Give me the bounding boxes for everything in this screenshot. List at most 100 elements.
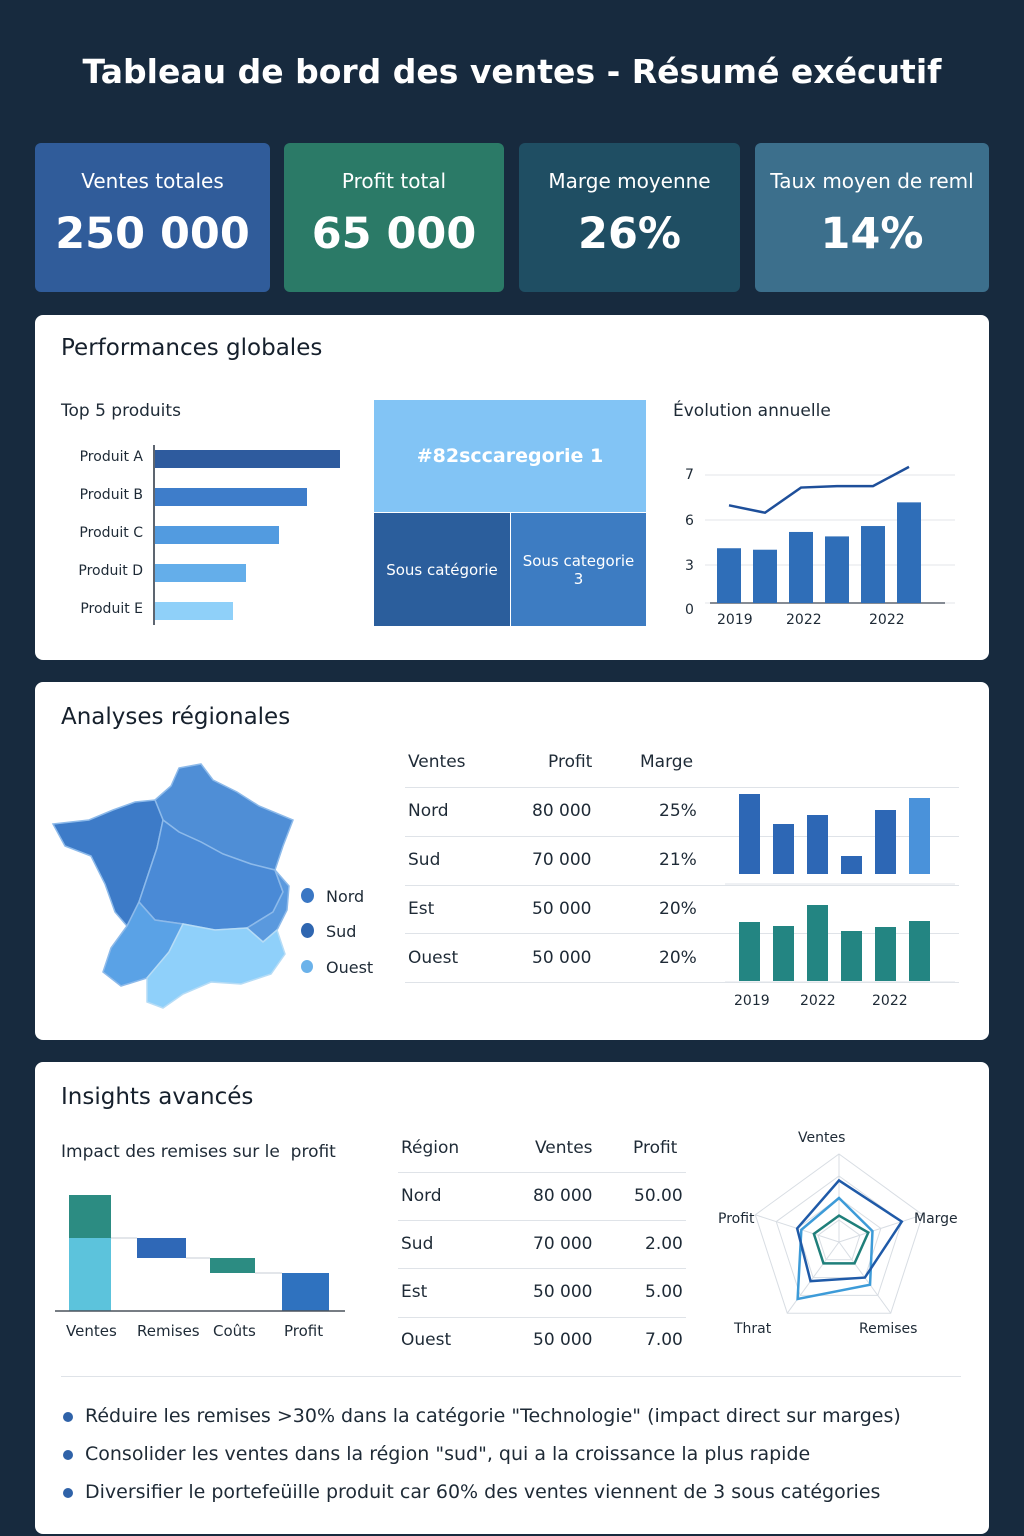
- top5-bar-label: Produit C: [79, 525, 143, 541]
- table-divider: [398, 1220, 686, 1221]
- x-tick: 2022: [800, 993, 836, 1009]
- table-divider: [405, 787, 959, 788]
- y-tick: 7: [685, 467, 694, 483]
- table-cell-profit: 50.00: [634, 1186, 683, 1206]
- waterfall-x-label: Ventes: [66, 1322, 117, 1340]
- radar-series: [812, 1214, 870, 1265]
- radar-axis-label: Marge: [914, 1211, 958, 1227]
- table-header: Région: [401, 1138, 460, 1158]
- panel-title: Performances globales: [61, 335, 323, 361]
- table-divider: [405, 982, 959, 983]
- table-header: Profit: [633, 1138, 678, 1158]
- waterfall-bar-ventes: [69, 1238, 111, 1311]
- regional-bar-bottom: [773, 926, 794, 981]
- regional-bar-bottom: [909, 921, 930, 981]
- radar-grid: [817, 1219, 861, 1261]
- regional-mini-bar-charts: [725, 794, 955, 983]
- radar-axis-label: Ventes: [798, 1130, 846, 1146]
- panel-title: Insights avancés: [61, 1084, 254, 1110]
- table-cell-profit: 2.00: [645, 1234, 683, 1254]
- kpi-card-average-discount: Taux moyen de reml 14%: [755, 143, 989, 292]
- waterfall-x-label: Profit: [284, 1322, 324, 1340]
- top5-bar-label: Produit D: [78, 563, 143, 579]
- regional-bar-bottom: [841, 931, 862, 981]
- dashboard-title: Tableau de bord des ventes - Résumé exéc…: [82, 52, 942, 91]
- regional-bar-top: [773, 824, 794, 874]
- evolution-bar: [789, 531, 813, 603]
- table-divider: [398, 1268, 686, 1269]
- section-divider: [61, 1376, 961, 1377]
- table-divider: [405, 933, 959, 934]
- top5-axis: [153, 445, 155, 625]
- top5-bar[interactable]: [155, 450, 340, 468]
- table-header: Ventes: [408, 752, 466, 772]
- table-divider: [398, 1317, 686, 1318]
- table-cell-marge: 20%: [659, 948, 697, 968]
- regional-bar-bottom: [875, 927, 896, 981]
- table-cell-marge: 25%: [659, 801, 697, 821]
- regional-bar-top: [739, 794, 760, 874]
- table-cell-region: Nord: [401, 1186, 442, 1206]
- table-divider: [405, 836, 959, 837]
- treemap-subcategory-3[interactable]: Sous categorie 3: [511, 513, 646, 626]
- x-tick: 2022: [872, 993, 908, 1009]
- waterfall-bar-ventes-top: [69, 1195, 111, 1238]
- radar-chart: [754, 1153, 924, 1314]
- waterfall-bar-couts: [210, 1258, 255, 1273]
- kpi-card-total-profit: Profit total 65 000: [284, 143, 504, 292]
- evolution-bar: [717, 548, 741, 603]
- table-header: Ventes: [535, 1138, 593, 1158]
- radar-grid: [754, 1153, 924, 1314]
- table-header: Marge: [640, 752, 694, 772]
- regional-bar-top: [875, 810, 896, 874]
- evolution-bar: [825, 536, 849, 603]
- top5-bar-label: Produit E: [80, 601, 143, 617]
- table-divider: [398, 1172, 686, 1173]
- table-cell-ventes: 70 000: [533, 1234, 593, 1254]
- table-cell-profit: 50 000: [532, 948, 592, 968]
- table-cell-profit: 5.00: [645, 1282, 683, 1302]
- y-tick: 0: [685, 602, 694, 618]
- waterfall-bar-remises: [137, 1238, 186, 1258]
- bullet-dot: [63, 1488, 73, 1498]
- x-tick: 2022: [869, 612, 905, 628]
- top5-bar-label: Produit A: [79, 449, 143, 465]
- kpi-label: Taux moyen de reml: [770, 169, 974, 193]
- regional-bar-top: [841, 856, 862, 874]
- table-cell-profit: 70 000: [532, 850, 592, 870]
- legend-label: Ouest: [326, 958, 374, 977]
- top5-bar[interactable]: [155, 488, 307, 506]
- kpi-value: 250 000: [55, 209, 250, 259]
- evolution-bar: [861, 526, 885, 603]
- table-divider: [405, 885, 959, 886]
- regional-bar-top: [909, 798, 930, 874]
- radar-grid: [796, 1197, 882, 1279]
- top5-bar[interactable]: [155, 602, 233, 620]
- table-cell-region: Nord: [408, 801, 449, 821]
- top5-bar[interactable]: [155, 564, 246, 582]
- table-cell-profit: 7.00: [645, 1330, 683, 1350]
- treemap-category-1[interactable]: #82sccaregorie 1: [374, 400, 646, 512]
- panel-title: Analyses régionales: [61, 704, 291, 730]
- table-cell-region: Sud: [408, 850, 441, 870]
- kpi-label: Profit total: [341, 169, 447, 193]
- top5-bar[interactable]: [155, 526, 279, 544]
- waterfall-bar-profit: [282, 1273, 329, 1311]
- radar-spoke: [838, 1214, 923, 1243]
- kpi-value: 65 000: [311, 209, 477, 259]
- table-cell-ventes: 80 000: [533, 1186, 593, 1206]
- table-cell-marge: 20%: [659, 899, 697, 919]
- kpi-label: Ventes totales: [81, 169, 224, 193]
- regional-bar-top: [807, 815, 828, 874]
- kpi-value: 14%: [820, 209, 924, 259]
- treemap-subcategory-2[interactable]: Sous catégorie: [374, 513, 510, 626]
- table-cell-ventes: 50 000: [533, 1282, 593, 1302]
- evolution-bar: [753, 549, 777, 603]
- top5-bar-label: Produit B: [79, 487, 143, 503]
- france-map[interactable]: [51, 762, 301, 1012]
- table-cell-region: Sud: [401, 1234, 434, 1254]
- bullet-dot: [63, 1450, 73, 1460]
- x-tick: 2022: [786, 612, 822, 628]
- insights-panel: Insights avancés Impact des remises sur …: [35, 1062, 989, 1534]
- legend-label: Sud: [326, 922, 357, 941]
